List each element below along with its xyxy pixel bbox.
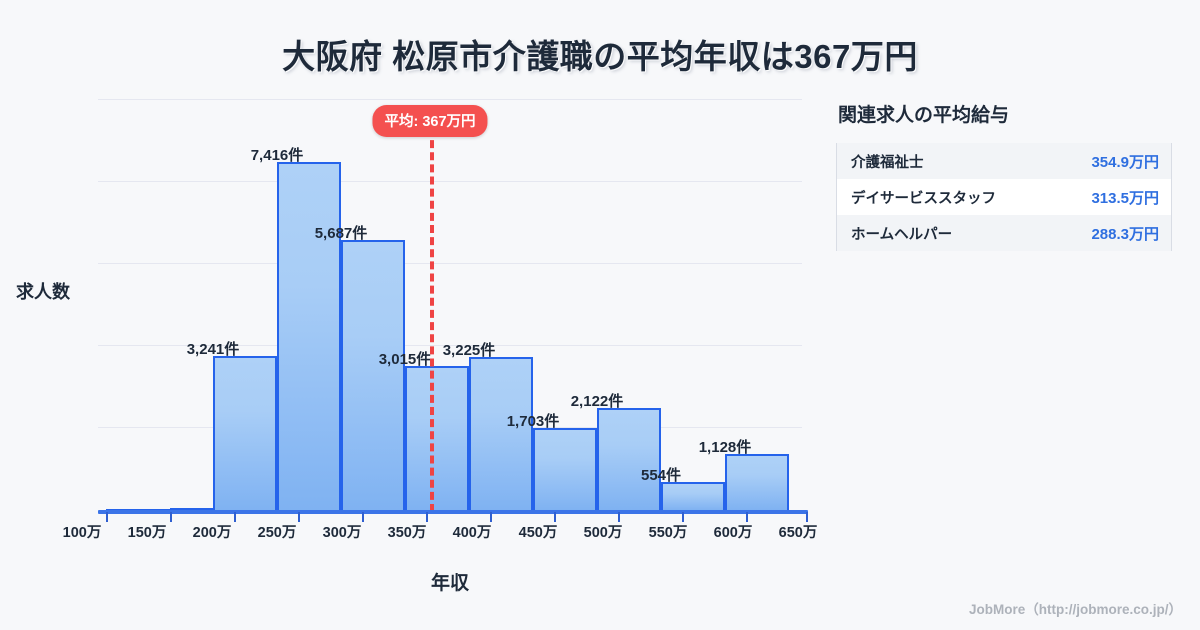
histogram-chart: 3,241件 7,416件 5,687件 3,015件 3,225件 1,703…: [16, 95, 818, 594]
salary-job-name: 介護福祉士: [851, 154, 924, 171]
related-salary-heading: 関連求人の平均給与: [838, 105, 1010, 126]
x-tick: [426, 512, 428, 522]
bar-500: [597, 408, 661, 512]
bar-200: [213, 356, 277, 512]
x-tick-label-650: 650万: [778, 525, 818, 541]
bar-label-400: 3,225件: [442, 342, 496, 359]
bar-400: [469, 357, 533, 512]
bar-label-500: 2,122件: [570, 393, 624, 410]
x-tick: [106, 512, 108, 522]
bar-350: [405, 366, 469, 512]
x-tick-label-100: 100万: [62, 525, 102, 541]
x-tick: [682, 512, 684, 522]
gridline: [98, 345, 802, 346]
salary-job-value: 354.9万円: [1091, 153, 1159, 171]
x-tick: [234, 512, 236, 522]
x-tick: [362, 512, 364, 522]
x-tick: [298, 512, 300, 522]
table-row: 介護福祉士 354.9万円: [837, 143, 1171, 179]
x-tick-label-200: 200万: [192, 525, 232, 541]
gridline: [98, 181, 802, 182]
bar-600: [725, 454, 789, 512]
x-tick-label-300: 300万: [322, 525, 362, 541]
gridline: [98, 263, 802, 264]
x-tick-label-150: 150万: [127, 525, 167, 541]
x-axis-title: 年収: [430, 573, 469, 594]
bar-550: [661, 482, 725, 512]
x-tick-label-600: 600万: [713, 525, 753, 541]
x-tick-label-500: 500万: [583, 525, 623, 541]
salary-job-value: 313.5万円: [1091, 189, 1159, 207]
x-tick: [490, 512, 492, 522]
bar-300: [341, 240, 405, 512]
salary-job-name: ホームヘルパー: [851, 226, 953, 243]
bar-label-600: 1,128件: [698, 439, 752, 456]
salary-job-name: デイサービススタッフ: [851, 190, 996, 207]
table-row: ホームヘルパー 288.3万円: [837, 215, 1171, 251]
x-axis-line: [98, 510, 808, 514]
page-title: 大阪府 松原市介護職の平均年収は367万円: [282, 38, 918, 75]
bar-label-450: 1,703件: [506, 413, 560, 430]
salary-job-value: 288.3万円: [1091, 225, 1159, 243]
x-tick-label-350: 350万: [387, 525, 427, 541]
x-tick: [746, 512, 748, 522]
x-tick: [170, 512, 172, 522]
bar-label-250: 7,416件: [250, 147, 304, 164]
bar-450: [533, 428, 597, 512]
table-row: デイサービススタッフ 313.5万円: [837, 179, 1171, 215]
bar-label-300: 5,687件: [314, 225, 368, 242]
x-tick-label-450: 450万: [518, 525, 558, 541]
y-axis-title: 求人数: [16, 282, 70, 302]
x-tick-label-250: 250万: [257, 525, 297, 541]
x-tick: [618, 512, 620, 522]
source-watermark: JobMore（http://jobmore.co.jp/）: [969, 602, 1182, 617]
x-tick-label-550: 550万: [648, 525, 688, 541]
bar-label-200: 3,241件: [186, 341, 240, 358]
average-badge: 平均: 367万円: [372, 105, 488, 137]
average-line: [430, 128, 434, 512]
bar-label-350: 3,015件: [378, 351, 432, 368]
x-tick-label-400: 400万: [452, 525, 492, 541]
gridline: [98, 99, 802, 100]
plot-area: [98, 95, 802, 512]
bar-label-550: 554件: [640, 467, 682, 484]
x-tick: [806, 512, 808, 522]
x-tick: [554, 512, 556, 522]
related-salary-panel: 関連求人の平均給与 介護福祉士 354.9万円 デイサービススタッフ 313.5…: [836, 100, 1172, 251]
bar-250: [277, 162, 341, 512]
related-salary-table: 介護福祉士 354.9万円 デイサービススタッフ 313.5万円 ホームヘルパー…: [836, 143, 1172, 251]
